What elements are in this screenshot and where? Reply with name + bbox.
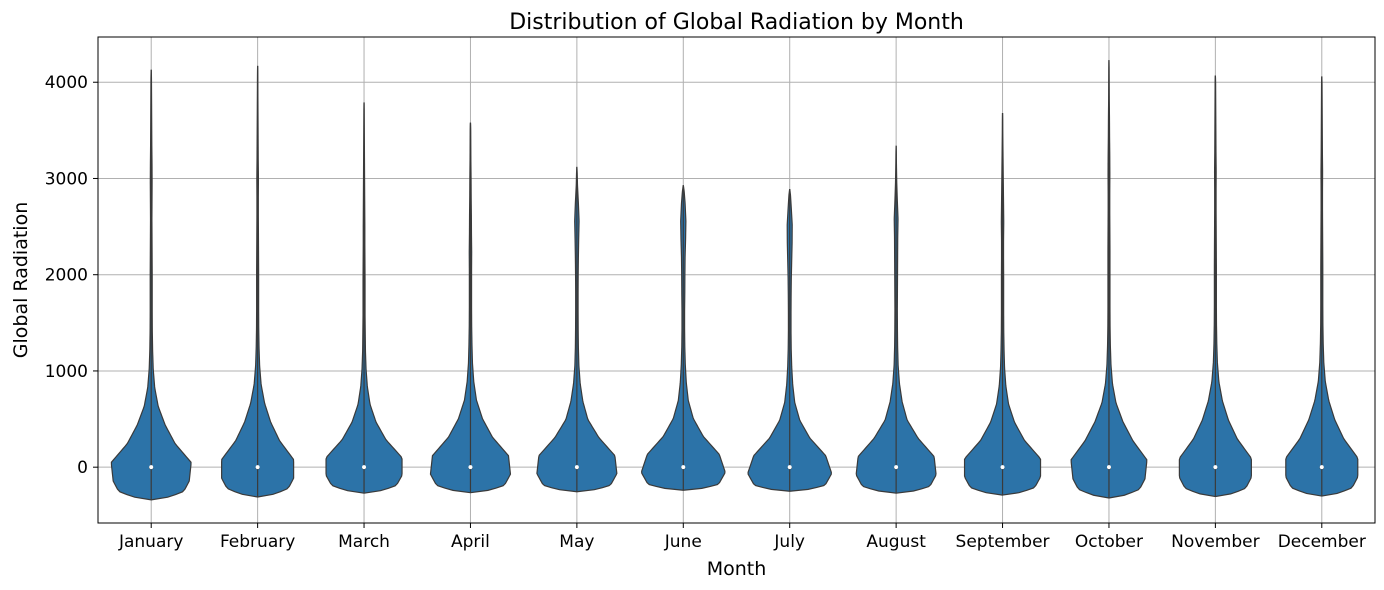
x-tick-label: April [451,532,490,552]
chart-title: Distribution of Global Radiation by Mont… [509,10,964,35]
x-axis-label: Month [707,558,767,580]
violins [110,60,1359,501]
violin-median-marker [468,465,473,470]
grid-lines [98,37,1375,523]
violin-median-marker [787,465,792,470]
plot-frame [97,36,1376,524]
violin-median-marker [255,465,260,470]
violin-median-marker [149,465,154,470]
y-tick-label: 3000 [45,169,88,189]
violin-median-marker [1319,465,1324,470]
axes: 0 1000 2000 3000 4000 January February March Apr… [45,73,1366,552]
violin-median-marker [681,465,686,470]
x-tick-label: May [559,532,594,552]
x-tick-label: November [1171,532,1259,552]
x-tick-label: June [664,532,702,552]
x-tick-label: August [866,532,926,552]
x-tick-label: September [956,532,1050,552]
y-tick-label: 2000 [45,266,88,286]
violin-median-marker [1213,465,1218,470]
violin-median-marker [1000,465,1005,470]
x-tick-label: December [1278,532,1366,552]
y-tick-label: 0 [77,458,88,478]
violin-median-marker [1106,465,1111,470]
y-tick-label: 1000 [45,362,88,382]
x-tick-label: March [338,532,390,552]
y-tick-label: 4000 [45,73,88,93]
x-tick-label: February [220,532,295,552]
x-tick-label: October [1075,532,1143,552]
violin-median-marker [894,465,899,470]
x-tick-label: January [118,532,183,552]
violin-median-marker [362,465,367,470]
violin-median-marker [574,465,579,470]
x-tick-label: July [773,532,805,552]
y-axis-label: Global Radiation [10,202,32,358]
